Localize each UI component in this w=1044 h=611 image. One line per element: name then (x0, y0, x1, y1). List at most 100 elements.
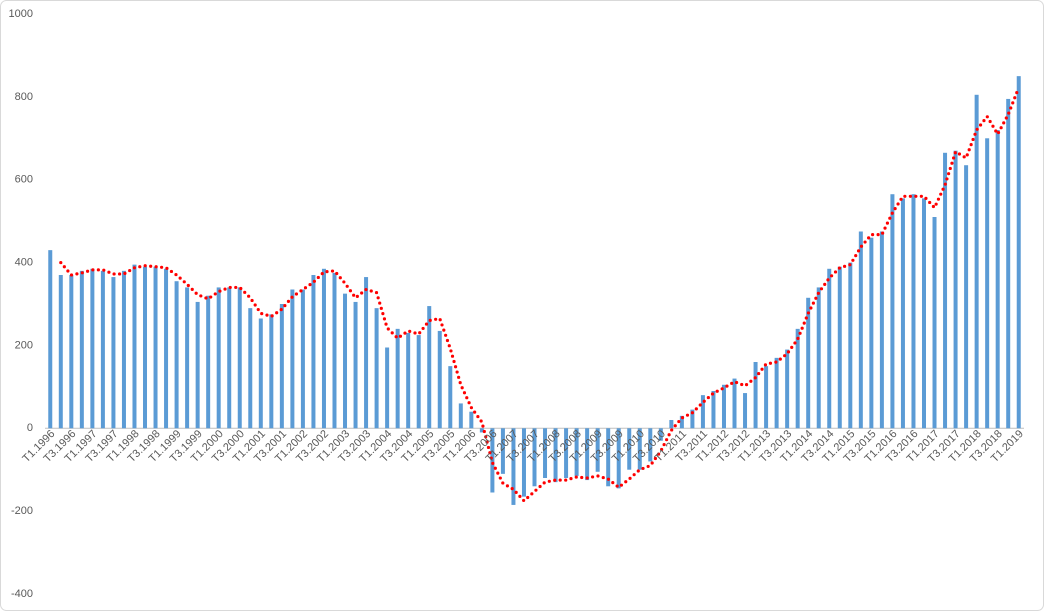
bar (869, 237, 874, 429)
bar (132, 264, 137, 429)
y-tick-label: 1000 (9, 8, 33, 20)
bar (900, 198, 905, 429)
bar (416, 335, 421, 429)
bar (953, 150, 958, 429)
bar (743, 393, 748, 429)
bar (564, 428, 569, 478)
bar (206, 295, 211, 429)
y-tick-label: 0 (27, 422, 33, 434)
bar (700, 395, 705, 429)
bar (332, 272, 337, 429)
bar (1006, 98, 1011, 429)
bar (648, 428, 653, 462)
bar (290, 289, 295, 429)
bar (311, 275, 316, 429)
bar (985, 138, 990, 429)
bar (121, 270, 126, 429)
bar (448, 366, 453, 429)
bar (816, 287, 821, 429)
bar (690, 409, 695, 429)
bar (500, 428, 505, 474)
bar (258, 318, 263, 429)
bar (237, 287, 242, 429)
bar (764, 366, 769, 429)
bar (479, 428, 484, 433)
bar (69, 275, 74, 429)
bar (164, 268, 169, 429)
bar (616, 428, 621, 489)
bar (458, 403, 463, 429)
bar (143, 266, 148, 429)
bar (921, 198, 926, 429)
moving-average-line (59, 85, 1021, 504)
bar (185, 287, 190, 429)
bar (911, 194, 916, 429)
bar (543, 428, 548, 478)
bar (90, 268, 95, 429)
bar (427, 306, 432, 429)
y-tick-label: -400 (11, 588, 33, 600)
bar (964, 165, 969, 429)
bar (227, 287, 232, 429)
bar (995, 130, 1000, 429)
y-tick-label: 200 (15, 339, 33, 351)
bar (321, 268, 326, 429)
bar (732, 378, 737, 429)
bar (300, 289, 305, 429)
bar (774, 357, 779, 429)
bar (669, 420, 674, 429)
bar (195, 301, 200, 429)
bar (532, 428, 537, 487)
bar (595, 428, 600, 472)
y-tick-label: 400 (15, 256, 33, 268)
bar (437, 330, 442, 429)
bar (100, 270, 105, 429)
bar (248, 308, 253, 429)
bar (837, 266, 842, 429)
bar (721, 384, 726, 429)
bar (385, 347, 390, 429)
y-tick-label: 800 (15, 91, 33, 103)
bar (353, 301, 358, 429)
bar (606, 428, 611, 487)
bar (469, 411, 474, 429)
bar (753, 362, 758, 429)
bar (637, 428, 642, 470)
bar (879, 231, 884, 429)
bar (679, 415, 684, 429)
bar (711, 391, 716, 429)
bar (932, 217, 937, 429)
bar (858, 231, 863, 429)
bar (79, 270, 84, 429)
bar (279, 304, 284, 429)
bar (490, 428, 495, 493)
bar (374, 308, 379, 429)
bar (827, 268, 832, 429)
bar (585, 428, 590, 481)
bar (848, 262, 853, 429)
bar (1016, 76, 1021, 429)
bar (553, 428, 558, 483)
bar (627, 428, 632, 470)
bar (785, 349, 790, 429)
bar (111, 277, 116, 429)
bar (364, 277, 369, 429)
bar (795, 328, 800, 429)
bar (521, 428, 526, 497)
y-tick-label: -200 (11, 505, 33, 517)
bar (806, 297, 811, 429)
bar (153, 266, 158, 429)
bar (574, 428, 579, 476)
bar (48, 250, 53, 429)
bar (658, 428, 663, 441)
bar (269, 314, 274, 429)
bar (406, 333, 411, 429)
bar (174, 281, 179, 429)
bar (343, 293, 348, 429)
bar (511, 428, 516, 505)
bar (216, 287, 221, 429)
bar (974, 94, 979, 429)
bar (943, 152, 948, 429)
